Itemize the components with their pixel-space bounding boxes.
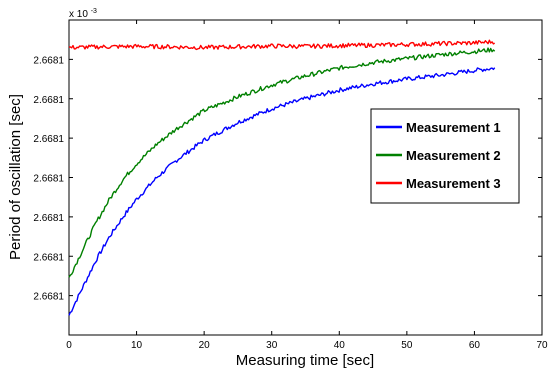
- legend: Measurement 1 Measurement 2 Measurement 3: [370, 108, 520, 204]
- y-tick-label: 2.6681: [33, 134, 64, 145]
- y-axis-multiplier-exponent: -3: [91, 8, 97, 15]
- legend-label-3: Measurement 3: [406, 176, 501, 191]
- y-axis-label: Period of oscillation [sec]: [7, 94, 24, 260]
- series-line-3: [68, 39, 496, 51]
- x-tick-label: 30: [266, 340, 278, 351]
- x-tick-label: 20: [199, 340, 211, 351]
- x-tick-label: 70: [536, 340, 548, 351]
- x-tick-label: 50: [401, 340, 413, 351]
- series-line-1: [68, 67, 496, 316]
- y-axis-multiplier-base: x 10: [69, 9, 88, 20]
- y-tick-label: 2.6681: [33, 95, 64, 106]
- x-tick-label: 10: [131, 340, 143, 351]
- y-tick-label: 2.6681: [33, 174, 64, 185]
- x-tick-label: 60: [469, 340, 481, 351]
- series-lines: [68, 39, 496, 316]
- y-tick-label: 2.6681: [33, 55, 64, 66]
- y-tick-label: 2.6681: [33, 292, 64, 303]
- series-line-2: [68, 47, 496, 278]
- legend-label-2: Measurement 2: [406, 148, 501, 163]
- y-axis-multiplier: x 10 -3: [69, 8, 97, 20]
- y-axis-ticks: 2.6681 2.6681 2.6681 2.6681 2.6681 2.6681 2.66…: [33, 55, 542, 303]
- x-tick-label: 0: [66, 340, 72, 351]
- x-axis-ticks: 0 10 20 30 40 50 60 70: [66, 20, 548, 351]
- y-tick-label: 2.6681: [33, 252, 64, 263]
- x-axis-label: Measuring time [sec]: [236, 352, 374, 369]
- legend-label-1: Measurement 1: [406, 120, 501, 135]
- x-tick-label: 40: [334, 340, 346, 351]
- y-tick-label: 2.6681: [33, 213, 64, 224]
